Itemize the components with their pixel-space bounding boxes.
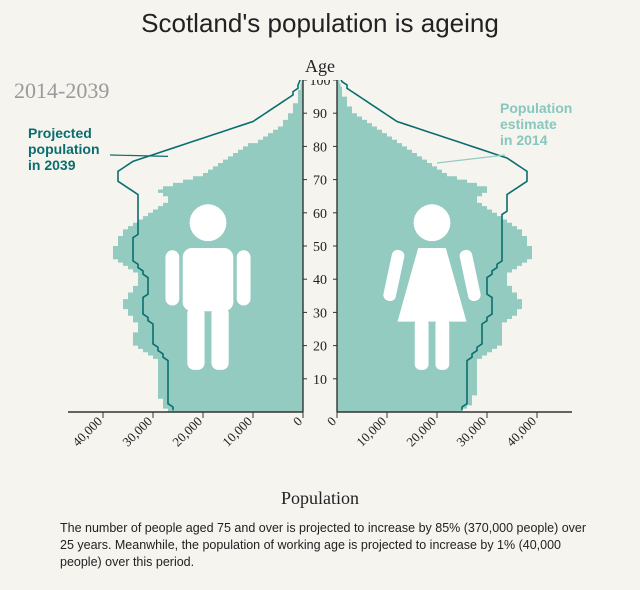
age-tick: 70 xyxy=(313,174,327,189)
x-tick-left: 30,000 xyxy=(119,414,155,450)
x-tick-right: 20,000 xyxy=(403,414,439,450)
axis-population-label: Population xyxy=(0,488,640,509)
male-2014-area xyxy=(113,80,303,412)
x-tick-left: 40,000 xyxy=(69,414,105,450)
age-tick: 20 xyxy=(313,340,327,355)
x-tick-right: 40,000 xyxy=(503,414,539,450)
age-tick: 80 xyxy=(313,140,327,155)
age-tick: 50 xyxy=(313,240,327,255)
axis-age-label: Age xyxy=(0,56,640,77)
age-tick: 30 xyxy=(313,306,327,321)
x-tick-right: 10,000 xyxy=(353,414,389,450)
x-tick-right: 30,000 xyxy=(453,414,489,450)
age-tick: 10 xyxy=(313,373,327,388)
leader-left xyxy=(110,155,168,156)
x-tick-left: 20,000 xyxy=(169,414,205,450)
footnote-text: The number of people aged 75 and over is… xyxy=(60,520,590,571)
age-tick: 90 xyxy=(313,107,327,122)
page-title: Scotland's population is ageing xyxy=(0,8,640,39)
age-tick: 100 xyxy=(310,80,331,89)
population-pyramid-chart: 1020304050607080901000010,00010,00020,00… xyxy=(0,80,640,490)
age-tick: 40 xyxy=(313,273,327,288)
leader-right xyxy=(437,155,505,163)
age-tick: 60 xyxy=(313,207,327,222)
x-tick-left: 10,000 xyxy=(219,414,255,450)
